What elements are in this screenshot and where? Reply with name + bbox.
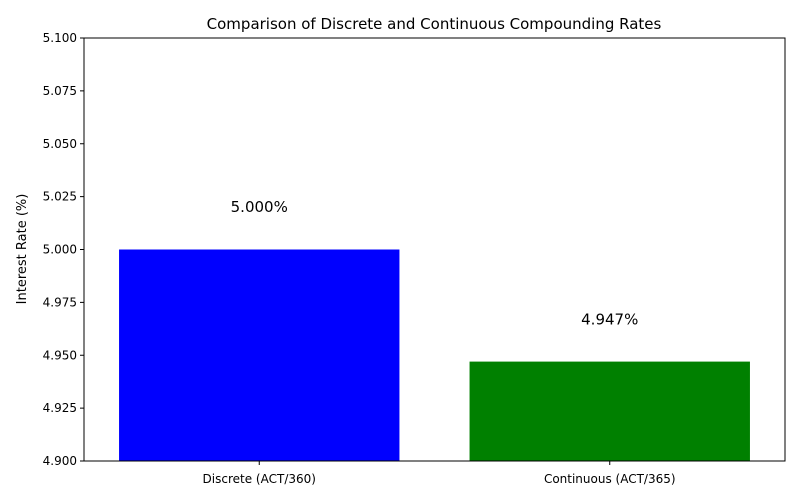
y-tick-label-3: 4.950 bbox=[43, 348, 77, 362]
x-tick-label-1: Discrete (ACT/360) bbox=[203, 472, 316, 486]
data-label-1: 5.000% bbox=[231, 198, 288, 216]
data-label-2: 4.947% bbox=[581, 310, 638, 328]
bar-1 bbox=[119, 249, 400, 461]
y-axis-title: Interest Rate (%) bbox=[15, 194, 30, 305]
y-tick-label-7: 5.050 bbox=[43, 137, 77, 151]
y-tick-label-4: 4.975 bbox=[43, 295, 77, 309]
chart-title: Comparison of Discrete and Continuous Co… bbox=[207, 15, 662, 33]
x-tick-label-2: Continuous (ACT/365) bbox=[544, 472, 676, 486]
y-tick-label-9: 5.100 bbox=[43, 31, 77, 45]
y-tick-label-6: 5.025 bbox=[43, 190, 77, 204]
plot-area: 5.000% Discrete (ACT/360) 4.947% Continuous… bbox=[43, 31, 786, 486]
y-tick-label-2: 4.925 bbox=[43, 401, 77, 415]
y-tick-label-5: 5.000 bbox=[43, 243, 77, 257]
bar-2 bbox=[469, 361, 750, 461]
plot-frame bbox=[83, 37, 786, 462]
y-tick-label-8: 5.075 bbox=[43, 84, 77, 98]
y-tick-label-1: 4.900 bbox=[43, 454, 77, 468]
